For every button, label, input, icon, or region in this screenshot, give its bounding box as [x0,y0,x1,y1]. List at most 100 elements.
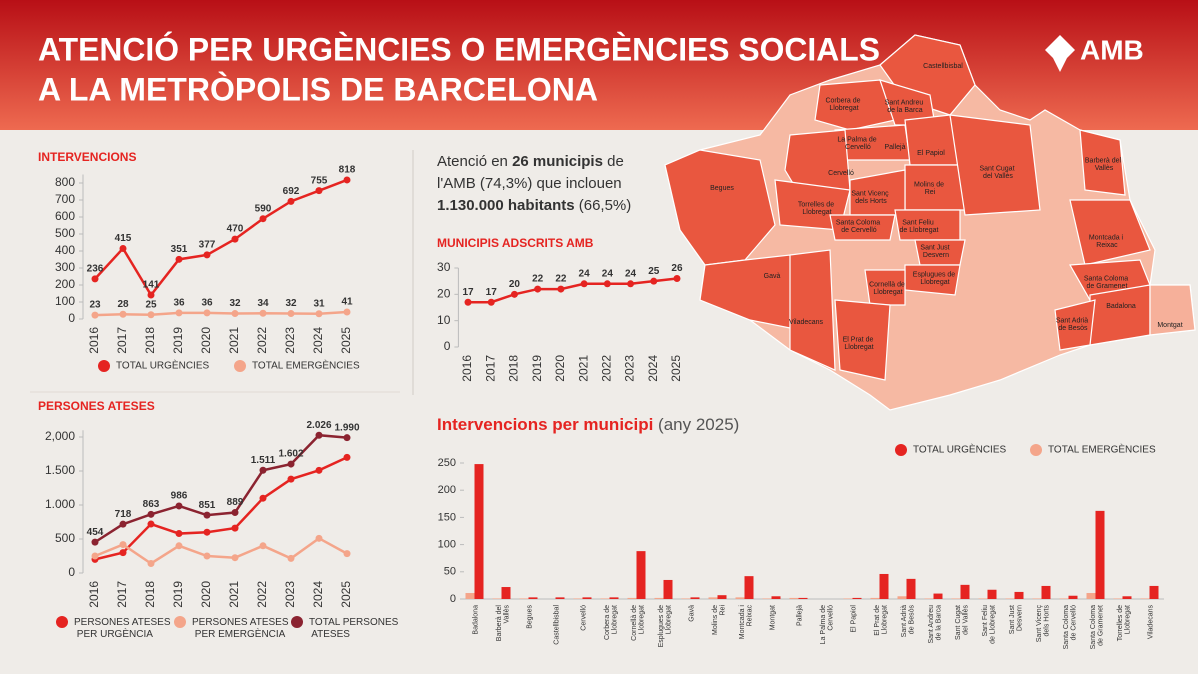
x-tick-label: 2022 [255,581,269,608]
legend-swatch [56,616,68,628]
x-tick-label: 2022 [600,355,614,382]
chart-title: PERSONES ATESES [38,399,155,413]
point [91,275,99,283]
bar [1068,595,1078,599]
data-label: 36 [173,298,185,309]
x-tick-label: Sant Cugat del Vallès [955,605,970,641]
legend-label: TOTAL EMERGÈNCIES [1048,443,1156,456]
bar [924,598,934,599]
x-tick-label: Cornellà de Llobregat [631,605,646,641]
x-tick-label: Santa Coloma de Gramenet [1090,605,1105,649]
point [534,285,542,293]
data-label: 590 [255,203,272,214]
data-label: 351 [171,244,188,255]
y-tick-label: 200 [438,484,456,496]
point [343,453,351,461]
chart-title-text: INTERVENCIONS [38,150,136,164]
y-tick-label: 250 [438,457,456,469]
bar [1086,593,1096,599]
bar [1149,585,1159,599]
x-tick-label: 2019 [530,355,544,382]
point [91,552,99,560]
x-tick-label: 2018 [143,327,157,354]
point [175,530,183,538]
point [203,251,211,259]
map-label: Santa Coloma de Gramenet [1084,275,1128,290]
summary: Atenció en 26 municipis de [437,153,624,170]
data-label: 22 [532,274,544,285]
bar [735,597,745,599]
map-label: Molins de Rei [914,181,944,196]
bar [555,597,565,599]
data-label: 28 [117,299,129,310]
map-label: Begues [710,185,734,192]
map-label: Esplugues de Llobregat [913,271,956,286]
bar [879,573,889,599]
line [94,456,348,561]
chart-subtitle: (any 2025) [653,415,739,434]
x-tick-label: 2018 [507,355,521,382]
point [259,309,267,317]
point [147,291,155,299]
bar [1041,585,1051,599]
point [231,524,239,532]
map: Castellbisbal Corbera de Llobregat Sant … [664,34,1196,411]
x-tick-label: Torrelles de Llobregat [1117,605,1132,641]
map-label: Santa Coloma de Cervelló [836,219,880,234]
x-tick-label: Corbera de Llobregat [604,605,619,640]
point [203,511,211,519]
legend-swatch [174,616,186,628]
legend-label: PERSONES ATESES PER EMERGÈNCIA [192,617,289,640]
x-tick-label: 2018 [143,581,157,608]
municipality [789,249,836,371]
y-tick-label: 30 [437,260,451,274]
bar [1113,598,1123,599]
x-tick-label: Sant Just Desvern [1009,605,1024,634]
point [673,275,681,283]
municipality [664,149,776,266]
bar [609,597,619,599]
x-tick-label: 2017 [115,581,129,608]
point [287,310,295,318]
x-tick-label: 2023 [283,327,297,354]
data-label: 34 [257,298,269,309]
chart-title: MUNICIPIS ADSCRITS AMB [437,236,594,250]
bar [951,598,961,599]
y-tick-label: 1.000 [45,497,75,511]
x-tick-label: 2022 [255,327,269,354]
x-tick-label: Viladecans [1147,605,1154,640]
x-tick-label: El Papiol [850,605,857,633]
data-label: 377 [199,240,216,251]
data-label: 986 [171,491,188,502]
data-label: 36 [201,298,213,309]
point [343,308,351,316]
legend-label: TOTAL URGÈNCIES [913,443,1006,456]
map-label: Montcada i Reixac [1089,234,1124,249]
municipality [834,299,891,381]
y-tick-label: 100 [55,294,75,308]
municipality [1079,129,1126,196]
y-tick-label: 20 [437,287,451,301]
map-label: Badalona [1106,303,1136,310]
y-tick-label: 200 [55,277,75,291]
point [650,277,658,285]
bar [582,597,592,599]
map-label: El Papiol [917,150,945,157]
point [315,187,323,195]
municipality [1054,299,1096,351]
map-label: Sant Just Desvern [920,244,949,259]
x-tick-label: 2021 [227,327,241,354]
map-label: La Palma de Cervelló [837,136,876,151]
point [147,520,155,528]
point [259,542,267,550]
data-label: 141 [143,280,160,291]
bar [717,595,727,599]
bar [528,597,538,599]
point [203,309,211,317]
x-tick-label: 2024 [311,581,325,608]
map-label: Pallejà [884,144,905,151]
municipality [1089,284,1151,346]
point [259,466,267,474]
summary: 1.130.000 habitants (66,5%) [437,197,631,214]
